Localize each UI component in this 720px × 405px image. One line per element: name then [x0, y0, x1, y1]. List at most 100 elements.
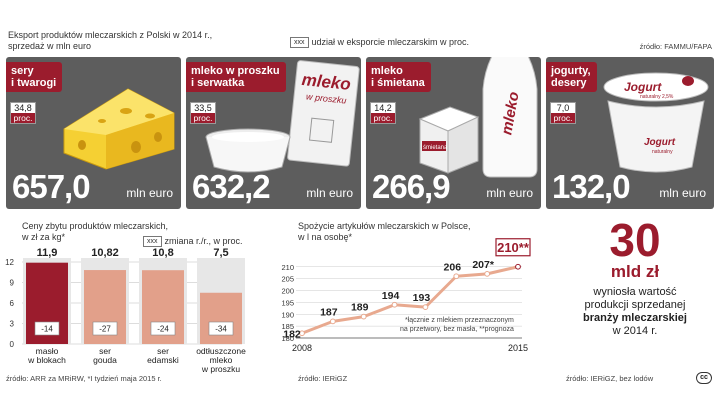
y-tick-label: 3 — [10, 320, 15, 329]
y-tick-label: 210 — [281, 263, 294, 272]
prices-title: Ceny zbytu produktów mleczarskich, w zł … — [22, 221, 168, 243]
consumption-title-line1: Spożycie artykułów mleczarskich w Polsce… — [298, 221, 471, 231]
export-title-line2: sprzedaż w mln euro — [8, 41, 92, 51]
cheese-icon — [63, 88, 175, 170]
summary-line3: branży mleczarskiej — [583, 312, 687, 324]
change-label: -24 — [157, 325, 169, 334]
milk-bottle-icon: mleko śmietana — [418, 57, 538, 178]
export-value: 632,2 — [192, 168, 271, 205]
share-unit: proc. — [191, 113, 215, 123]
prices-source: źródło: ARR za MRiRW, *I tydzień maja 20… — [6, 374, 162, 383]
panel-cheese-label: sery i twarogi — [6, 62, 63, 92]
share-unit: proc. — [371, 113, 395, 123]
category-label-line: ser — [157, 346, 169, 356]
legend-box: xxx — [290, 37, 309, 49]
category-label: odtłuszczone mleko w proszku — [196, 346, 246, 374]
panel-yogurt-label: jogurty, desery — [546, 62, 597, 92]
category-label-line: w blokach — [27, 355, 66, 365]
panel-milk-cream-label: mleko i śmietana — [366, 62, 431, 92]
label-line2: i śmietana — [371, 77, 425, 89]
y-tick-label: 200 — [281, 287, 294, 296]
creative-commons-icon: cc — [696, 372, 712, 384]
category-label-line: w proszku — [201, 364, 241, 374]
share-badge: 7,0 proc. — [550, 102, 576, 124]
change-label: -27 — [99, 325, 111, 334]
footnote-line1: *łącznie z mlekiem przeznaczonym — [404, 317, 514, 324]
summary-line4: w 2014 r. — [612, 325, 658, 337]
change-box — [34, 321, 60, 336]
export-unit: mln euro — [486, 186, 533, 200]
data-label: 193 — [413, 292, 431, 304]
panel-milk-powder-label: mleko w proszku i serwatka — [186, 62, 286, 92]
prices-legend: xxx zmiana r./r., w proc. — [143, 236, 243, 248]
bar — [200, 292, 242, 344]
panel-milk-cream: mleko śmietana mleko i śmietana 14,2 proc… — [366, 57, 541, 209]
share-value: 34,8 — [14, 103, 32, 113]
export-title-line1: Eksport produktów mleczarskich z Polski … — [8, 30, 213, 40]
summary-line2: produkcji sprzedanej — [584, 299, 686, 311]
share-unit: proc. — [11, 113, 35, 123]
summary-source: źródło: IERiGZ, bez lodów — [566, 374, 654, 383]
data-point — [484, 270, 491, 277]
summary-unit: mld zł — [610, 262, 660, 281]
yogurt-cup-icon: Jogurt naturalny 2,5% Jogurt naturalny — [603, 72, 709, 173]
data-point — [422, 304, 429, 311]
prices-title-line1: Ceny zbytu produktów mleczarskich, — [22, 221, 169, 231]
data-label: 206 — [444, 261, 462, 273]
export-unit: mln euro — [306, 186, 353, 200]
milk-powder-bag-icon: mleko w proszku — [205, 60, 360, 173]
x-tick-label: 2008 — [292, 343, 312, 353]
label-line1: sery — [11, 65, 34, 77]
y-tick-label: 205 — [281, 275, 294, 284]
data-label: 187 — [320, 306, 338, 318]
prices-title-line2: w zł za kg* — [22, 232, 66, 242]
legend-box: xxx — [143, 236, 162, 248]
share-value: 33,5 — [194, 103, 212, 113]
forecast-box — [495, 238, 531, 257]
category-label-line: edamski — [147, 355, 179, 365]
panel-cheese: sery i twarogi 34,8 proc. 657,0 mln euro — [6, 57, 181, 209]
consumption-line-chart: 180 185 190 195 200 205 210 2008 2015 182 187 189 19… — [281, 238, 531, 353]
label-line2: i twarogi — [11, 77, 57, 89]
bag-sub: w proszku — [306, 91, 347, 105]
export-source: źródło: FAMMU/FAPA — [639, 42, 712, 51]
label-line1: jogurty, — [551, 65, 591, 77]
export-value: 657,0 — [12, 168, 91, 205]
category-label-line: gouda — [93, 355, 117, 365]
lid-text: Jogurt — [624, 80, 662, 94]
consumption-title-line2: w l na osobę* — [298, 232, 353, 242]
export-title: Eksport produktów mleczarskich z Polski … — [8, 30, 212, 52]
bar-value-label: 10,8 — [152, 248, 173, 259]
panel-yogurt: Jogurt naturalny 2,5% Jogurt naturalny j… — [546, 57, 714, 209]
export-value: 266,9 — [372, 168, 451, 205]
cream-carton-icon: śmietana — [418, 106, 480, 174]
data-label: 182 — [283, 328, 301, 340]
change-label: -14 — [41, 325, 53, 334]
data-label: 194 — [382, 290, 400, 302]
summary-block: 30 mld zł wyniosła wartość produkcji spr… — [560, 217, 710, 338]
category-label-line: ser — [99, 346, 111, 356]
share-badge: 33,5 proc. — [190, 102, 216, 124]
data-point — [453, 273, 460, 280]
change-box — [150, 321, 176, 336]
y-tick-label: 6 — [10, 299, 15, 308]
change-label: -34 — [215, 325, 227, 334]
export-unit: mln euro — [126, 186, 173, 200]
export-legend: xxx udział w eksporcie mleczarskim w proc… — [290, 37, 469, 49]
label-line2: desery — [551, 77, 587, 89]
data-point — [299, 330, 305, 337]
carton-text: śmietana — [423, 145, 448, 151]
category-label: ser gouda — [93, 346, 117, 365]
category-label: masło w blokach — [27, 346, 66, 365]
data-point — [329, 318, 336, 325]
category-label-line: masło — [36, 346, 59, 356]
consumption-source: źródło: IERiGZ — [298, 374, 348, 383]
consumption-title: Spożycie artykułów mleczarskich w Polsce… — [298, 221, 471, 243]
change-box — [92, 321, 118, 336]
share-unit: proc. — [551, 113, 575, 123]
summary-line1: wyniosła wartość — [593, 286, 677, 298]
x-tick-label: 2015 — [508, 343, 528, 353]
export-unit: mln euro — [659, 186, 706, 200]
label-line1: mleko w proszku — [191, 65, 280, 77]
